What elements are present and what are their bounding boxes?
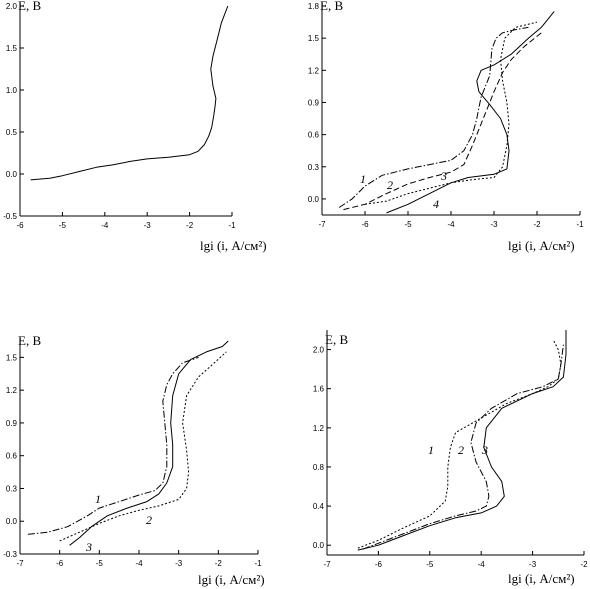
series-line-1 — [27, 356, 199, 535]
series-line-2 — [343, 32, 542, 211]
x-axis-label: lgi (i, А/см²) — [508, 571, 575, 586]
series-label-2: 2 — [387, 178, 393, 192]
y-tick-label: 0.3 — [6, 484, 18, 493]
y-tick-label: 1.2 — [313, 424, 325, 433]
y-axis-label: E, В — [325, 332, 348, 347]
y-tick-label: 1.2 — [308, 66, 320, 75]
y-tick-label: 1.0 — [6, 86, 18, 95]
x-tick-label: -6 — [361, 220, 369, 229]
series-label-2: 2 — [146, 513, 152, 527]
series-label-3: 3 — [440, 169, 447, 183]
y-tick-label: 1.5 — [6, 353, 18, 362]
series-label-3: 3 — [481, 443, 488, 457]
series-line — [30, 5, 229, 181]
series-line-1 — [338, 26, 529, 208]
y-tick-label: 1.5 — [6, 44, 18, 53]
x-axis-label: lgi (i, А/см²) — [198, 572, 265, 587]
x-tick-label: -6 — [375, 560, 383, 569]
chart-panel-3: -7 -6 -5 -4 -3 -2 -1 -0.3 0.0 0.3 0.6 0.9 1.2 1.5E, В… — [3, 333, 264, 587]
y-tick-label: 2.0 — [6, 2, 18, 11]
series-line-3 — [69, 340, 229, 546]
y-tick-label: -0.3 — [3, 550, 17, 559]
x-tick-label: -4 — [135, 559, 143, 568]
x-tick-label: -6 — [56, 559, 64, 568]
series-line-4 — [386, 11, 555, 214]
x-tick-label: -7 — [323, 560, 331, 569]
series-line-2 — [362, 344, 564, 550]
y-tick-label: 0.8 — [313, 463, 325, 472]
x-tick-label: -4 — [478, 560, 486, 569]
chart-panel-4: -7 -6 -5 -4 -3 -2 0.0 0.4 0.8 1.2 1.6 2.0E, В lgi (i… — [313, 330, 588, 586]
y-axis-label: E, В — [18, 0, 41, 13]
x-tick-label: -5 — [96, 559, 104, 568]
y-tick-label: 0.0 — [6, 517, 18, 526]
x-tick-label: -6 — [16, 221, 24, 230]
x-axis-label: lgi (i, А/см²) — [508, 238, 575, 253]
x-tick-label: -7 — [16, 559, 24, 568]
series-label-2: 2 — [458, 443, 464, 457]
x-tick-label: -3 — [529, 560, 537, 569]
y-tick-label: 0.0 — [308, 195, 320, 204]
x-tick-label: -4 — [101, 221, 109, 230]
x-tick-label: -1 — [254, 559, 262, 568]
y-tick-label: 0.6 — [308, 131, 320, 140]
x-tick-label: -3 — [175, 559, 183, 568]
series-label-3: 3 — [85, 540, 92, 554]
x-tick-label: -5 — [404, 220, 412, 229]
x-tick-label: -2 — [580, 560, 588, 569]
x-axis-label: lgi (i, А/см²) — [200, 238, 267, 253]
y-tick-label: 1.2 — [6, 386, 18, 395]
x-tick-label: -5 — [426, 560, 434, 569]
series-line-2 — [59, 351, 227, 542]
series-label-4: 4 — [433, 197, 439, 211]
x-tick-label: -3 — [144, 221, 152, 230]
x-tick-label: -1 — [576, 220, 584, 229]
chart-panel-1: -6 -5 -4 -3 -2 -1 -0.5 0.0 0.5 1.0 1.5 2.0 E, В lgi (… — [3, 0, 266, 253]
y-tick-label: 2.0 — [313, 346, 325, 355]
chart-panel-2: -7 -6 -5 -4 -3 -2 -1 0.0 0.3 0.6 0.9 1.2 1.5 1.8 E, В l… — [308, 0, 584, 253]
y-axis-label: E, В — [18, 333, 41, 348]
y-tick-label: 0.6 — [6, 452, 18, 461]
y-tick-label: 0.5 — [6, 128, 18, 137]
y-tick-label: -0.5 — [3, 212, 17, 221]
y-tick-label: 0.0 — [6, 170, 18, 179]
x-tick-label: -3 — [490, 220, 498, 229]
x-tick-label: -2 — [533, 220, 541, 229]
y-tick-label: 0.9 — [6, 419, 18, 428]
series-line-3 — [364, 21, 538, 205]
series-line-3 — [357, 330, 567, 551]
x-tick-label: -1 — [228, 221, 236, 230]
y-axis-label: E, В — [320, 0, 343, 13]
series-label-1: 1 — [360, 172, 366, 186]
y-tick-label: 1.6 — [313, 385, 325, 394]
x-tick-label: -7 — [318, 220, 326, 229]
y-tick-label: 0.0 — [313, 541, 325, 550]
y-tick-label: 0.4 — [313, 502, 325, 511]
y-tick-label: 0.9 — [308, 98, 320, 107]
x-tick-label: -2 — [186, 221, 194, 230]
series-label-1: 1 — [95, 492, 101, 506]
y-tick-label: 1.8 — [308, 2, 320, 11]
y-tick-label: 0.3 — [308, 163, 320, 172]
x-tick-label: -2 — [215, 559, 223, 568]
x-tick-label: -4 — [447, 220, 455, 229]
y-tick-label: 1.5 — [308, 34, 320, 43]
series-label-1: 1 — [428, 443, 434, 457]
series-line-1 — [357, 339, 562, 549]
x-tick-label: -5 — [59, 221, 67, 230]
